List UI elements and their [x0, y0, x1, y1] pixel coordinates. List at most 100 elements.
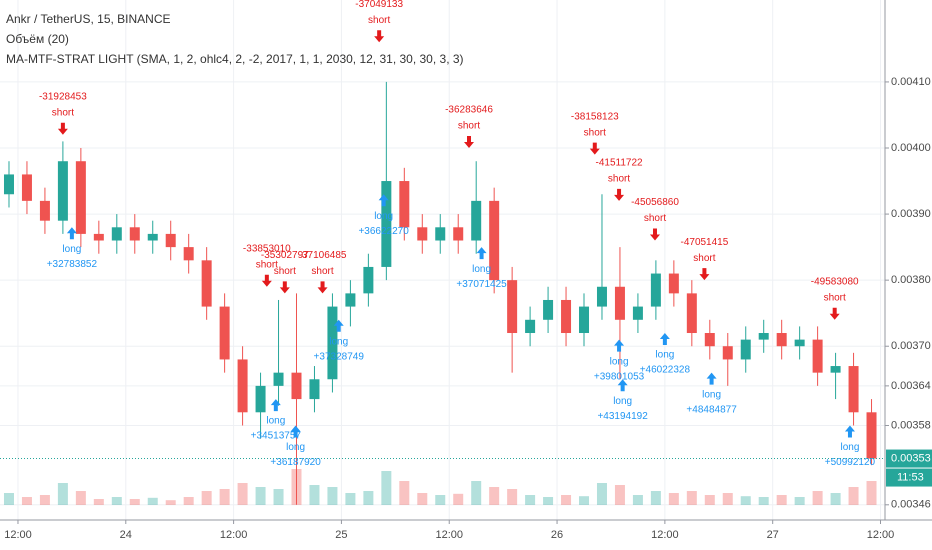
candle-body	[3, 174, 14, 195]
short-label: short	[608, 174, 630, 185]
short-arrow	[261, 274, 272, 287]
volume-bar	[183, 497, 194, 505]
candle-body	[219, 306, 230, 360]
candle-body	[453, 227, 464, 241]
volume-bar	[363, 491, 374, 505]
candle-body	[201, 260, 212, 307]
volume-bar	[614, 485, 625, 505]
long-value: +48484877	[686, 404, 737, 415]
candle-body	[758, 333, 769, 340]
short-arrow	[317, 281, 328, 294]
short-value: -38158123	[571, 111, 619, 122]
short-value: -49583080	[811, 276, 859, 287]
short-label: short	[584, 127, 606, 138]
long-arrow	[844, 425, 855, 438]
candle-body	[704, 333, 715, 347]
candle-body	[435, 227, 446, 241]
long-arrow	[659, 333, 670, 346]
volume-bar	[219, 489, 230, 505]
volume-bar	[507, 489, 518, 505]
long-label: long	[841, 442, 860, 453]
long-arrow	[476, 247, 487, 260]
candle-body	[345, 293, 356, 307]
candle-body	[237, 359, 248, 413]
candle-body	[848, 366, 859, 413]
long-arrow	[614, 339, 625, 352]
y-tick-label: 0.00380	[891, 274, 931, 286]
volume-bar	[830, 493, 841, 505]
long-label: long	[610, 356, 629, 367]
long-arrow	[378, 194, 389, 207]
candle-body	[776, 333, 787, 347]
long-value: +46022328	[640, 365, 691, 376]
x-tick-label: 12:00	[220, 529, 248, 541]
grid	[0, 0, 885, 520]
candle-body	[830, 366, 841, 373]
candle-body	[812, 339, 823, 373]
volume-bar	[561, 495, 572, 505]
candle-body	[129, 227, 140, 241]
candle-body	[596, 286, 607, 307]
volume-bar	[255, 487, 266, 505]
candle-body	[57, 161, 68, 221]
candle-body	[183, 247, 194, 261]
long-value: +34513757	[251, 431, 302, 442]
short-label: short	[52, 107, 74, 118]
short-label: short	[693, 253, 715, 264]
y-tick-label: 0.00410	[891, 76, 931, 88]
long-value: +37328749	[314, 351, 365, 362]
last-price-label: 0.00353	[891, 452, 931, 464]
candle-body	[614, 286, 625, 320]
volume-bar	[21, 497, 32, 505]
legend-volume: Объём (20)	[6, 32, 69, 46]
volume-bar	[543, 497, 554, 505]
short-value: -31928453	[39, 91, 87, 102]
short-label: short	[824, 292, 846, 303]
short-value: -45056860	[631, 197, 679, 208]
x-tick-label: 25	[335, 529, 347, 541]
long-arrow	[290, 425, 301, 438]
short-arrow	[829, 307, 840, 320]
volume-bar	[75, 491, 86, 505]
volume-bar	[740, 496, 751, 505]
signals: short -31928453 short -33853010 short -353027…	[39, 0, 876, 468]
volume-bar	[722, 493, 733, 505]
volume-bar	[309, 485, 320, 505]
candle-body	[417, 227, 428, 241]
volume-bar	[327, 487, 338, 505]
volume-bar	[686, 491, 697, 505]
x-tick-label: 27	[767, 529, 779, 541]
short-value: -36283646	[445, 105, 493, 116]
candle-body	[75, 161, 86, 234]
candle-body	[327, 306, 338, 380]
volume-bar	[579, 496, 590, 505]
volume-bar	[417, 493, 428, 505]
short-value: -33853010	[243, 243, 291, 254]
candle-body	[489, 200, 500, 281]
volume-bar	[489, 487, 500, 505]
volume-bar	[632, 495, 643, 505]
candle-body	[363, 266, 374, 294]
volume-bar	[381, 471, 392, 505]
x-tick-label: 26	[551, 529, 563, 541]
long-label: long	[702, 389, 721, 400]
short-arrow	[614, 188, 625, 201]
y-tick-label: 0.00358	[891, 419, 931, 431]
candle-body	[632, 306, 643, 320]
short-label: short	[644, 213, 666, 224]
countdown-box	[886, 468, 932, 487]
short-arrow	[589, 142, 600, 155]
volume-bar	[758, 497, 769, 505]
x-tick-label: 24	[120, 529, 132, 541]
short-value: -37049133	[355, 0, 403, 10]
long-arrow	[270, 399, 281, 412]
volume-bar	[471, 481, 482, 505]
short-label: short	[274, 266, 296, 277]
x-tick-label: 12:00	[4, 529, 32, 541]
candle-body	[794, 339, 805, 347]
long-label: long	[655, 350, 674, 361]
short-value: -35302797	[261, 250, 309, 261]
volume-bar	[866, 481, 877, 505]
